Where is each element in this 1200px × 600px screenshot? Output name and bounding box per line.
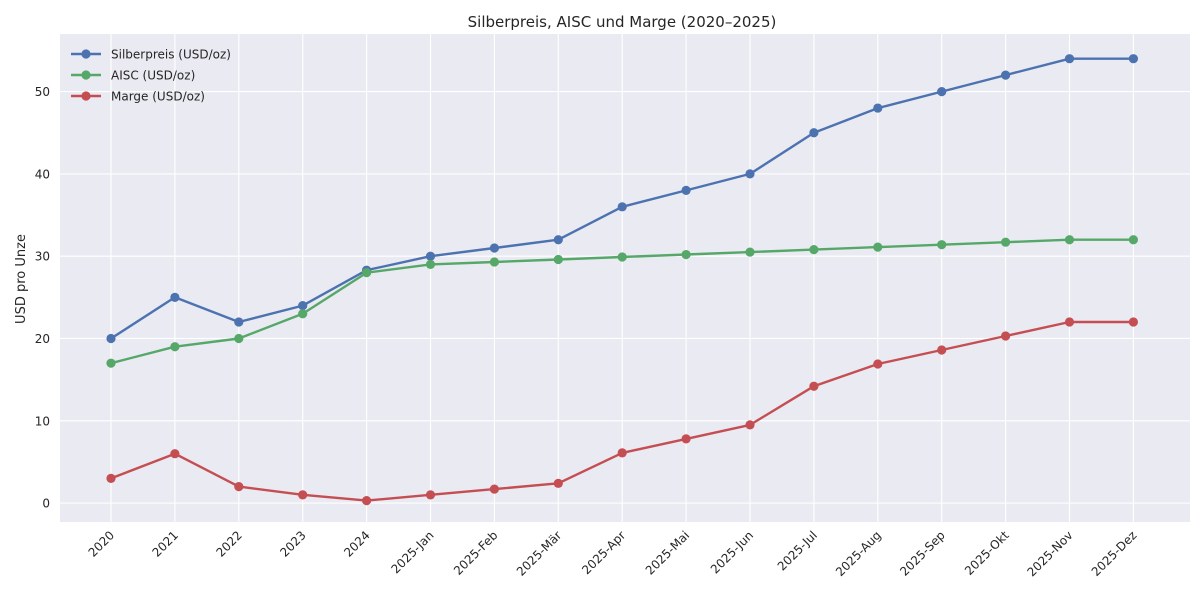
x-tick-label: 2025-Sep [897,528,948,579]
data-point [1064,235,1075,245]
data-point [681,434,691,444]
data-point [362,496,372,506]
data-point [489,484,499,494]
data-point [553,254,563,265]
data-point [489,257,499,267]
legend-marker [81,91,91,101]
data-point [873,103,883,113]
data-point [298,309,308,319]
data-point [1128,317,1138,327]
data-point [1001,331,1011,341]
y-tick-labels: 0 10 20 30 40 50 [35,85,50,510]
data-point [937,87,947,97]
data-point [298,490,308,500]
data-point [873,242,883,252]
data-point [809,245,819,255]
data-point [681,185,691,195]
y-tick-label: 30 [35,250,50,264]
x-tick-label: 2021 [150,528,181,559]
x-tick-label: 2025-Feb [451,528,501,578]
data-point [745,247,755,257]
y-tick-label: 0 [42,497,50,511]
data-point [745,420,755,430]
data-point [362,268,372,278]
y-tick-label: 50 [35,85,50,99]
data-point [106,358,116,368]
data-point [1128,235,1138,245]
data-point [617,202,627,212]
x-tick-label: 2025-Aug [833,528,884,579]
data-point [617,448,627,458]
data-point [937,345,947,355]
data-point [425,259,436,270]
data-point [489,243,499,253]
x-tick-label: 2025-Mär [514,528,565,579]
y-axis-label: USD pro Unze [14,234,29,324]
legend-item: Silberpreis (USD/oz) [71,48,231,62]
data-point [809,381,819,391]
x-tick-label: 2025-Jul [775,528,820,573]
x-tick-label: 2025-Jun [708,528,756,576]
data-point [425,490,436,500]
x-tick-label: 2023 [277,528,308,559]
data-point [106,333,116,344]
data-point [617,252,627,262]
data-point [873,359,883,369]
data-point [553,235,563,245]
x-tick-labels: 2020 2021 2022 2023 2024 2025-Jan 2025-Feb 2025… [86,528,1140,579]
x-tick-label: 2025-Dez [1089,528,1140,579]
plot-background [60,34,1190,522]
data-point [425,251,436,261]
data-point [681,249,691,260]
legend-label: Silberpreis (USD/oz) [111,48,231,62]
series-layer [106,54,1138,506]
x-tick-label: 2024 [341,528,372,559]
data-point [809,128,819,138]
series-1 [106,54,1138,344]
x-tick-label: 2025-Apr [579,528,628,577]
chart-title: Silberpreis, AISC und Marge (2020–2025) [468,13,777,31]
data-point [745,169,755,179]
legend-marker [81,49,91,59]
data-point [1064,317,1075,327]
x-tick-label: 2020 [86,528,117,559]
data-point [170,292,180,302]
data-point [298,300,308,311]
series-2 [106,235,1138,368]
x-tick-label: 2022 [213,528,244,559]
y-tick-label: 10 [35,414,50,428]
data-point [234,482,244,492]
data-point [1001,70,1011,80]
x-tick-label: 2025-Mai [643,528,692,577]
y-tick-label: 20 [35,332,50,346]
x-tick-label: 2025-Jan [389,528,437,576]
legend-item: AISC (USD/oz) [71,69,195,83]
legend: Silberpreis (USD/oz) AISC (USD/oz) Marge (… [71,48,231,104]
x-tick-label: 2025-Okt [962,528,1012,578]
data-point [170,342,180,352]
data-point [1064,54,1075,64]
y-tick-label: 40 [35,167,50,181]
legend-marker [81,70,91,80]
data-point [170,449,180,459]
legend-item: Marge (USD/oz) [71,90,205,104]
data-point [553,478,563,488]
data-point [1001,237,1011,247]
x-tick-label: 2025-Nov [1024,528,1075,579]
data-point [234,317,244,327]
data-point [106,473,116,483]
legend-label: AISC (USD/oz) [111,69,195,83]
grid [60,34,1190,522]
legend-label: Marge (USD/oz) [111,90,205,104]
series-3 [106,317,1138,506]
data-point [1128,54,1138,64]
data-point [937,240,947,250]
data-point [234,333,244,344]
